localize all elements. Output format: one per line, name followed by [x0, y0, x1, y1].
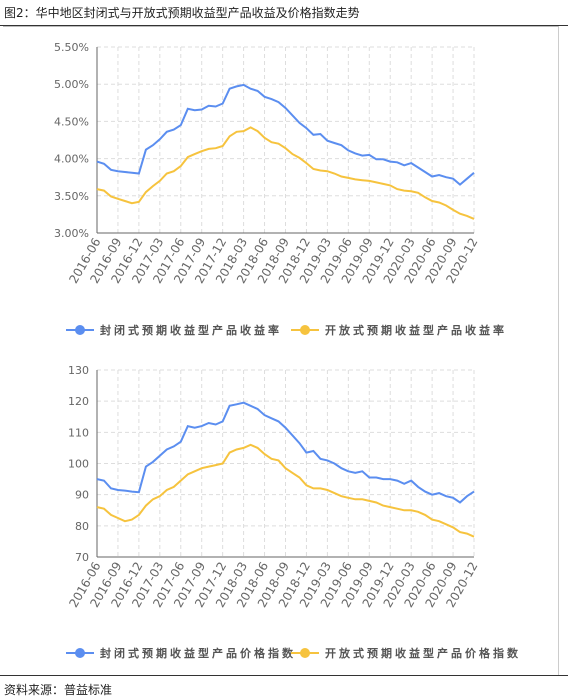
y-tick-label: 130 — [68, 364, 89, 377]
rule — [0, 25, 568, 26]
legend-marker — [75, 648, 85, 658]
y-tick-label: 110 — [68, 426, 89, 439]
y-tick-label: 5.00% — [54, 78, 89, 91]
y-tick-label: 90 — [75, 489, 89, 502]
legend-label: 开放式预期收益型产品收益率 — [325, 323, 507, 337]
series-line — [96, 126, 475, 220]
y-tick-label: 70 — [75, 551, 89, 564]
page-title: 图2：华中地区封闭式与开放式预期收益型产品收益及价格指数走势 — [4, 6, 360, 20]
y-tick-label: 4.00% — [54, 153, 89, 166]
legend-label: 封闭式预期收益型产品收益率 — [100, 323, 282, 337]
legend-label: 开放式预期收益型产品价格指数 — [325, 646, 521, 660]
source-note: 资料来源：普益标准 — [4, 683, 113, 697]
legend-marker — [75, 325, 85, 335]
y-tick-label: 100 — [68, 458, 89, 471]
y-tick-label: 3.50% — [54, 190, 89, 203]
legend-label: 封闭式预期收益型产品价格指数 — [100, 646, 296, 660]
y-tick-label: 80 — [75, 520, 89, 533]
y-tick-label: 4.50% — [54, 115, 89, 128]
series-line — [96, 443, 475, 538]
legend-marker — [300, 325, 310, 335]
y-tick-label: 3.00% — [54, 227, 89, 240]
rule — [0, 675, 568, 676]
y-tick-label: 120 — [68, 395, 89, 408]
legend-marker — [300, 648, 310, 658]
series-line — [96, 83, 475, 186]
y-tick-label: 5.50% — [54, 41, 89, 54]
series-line — [96, 401, 475, 504]
